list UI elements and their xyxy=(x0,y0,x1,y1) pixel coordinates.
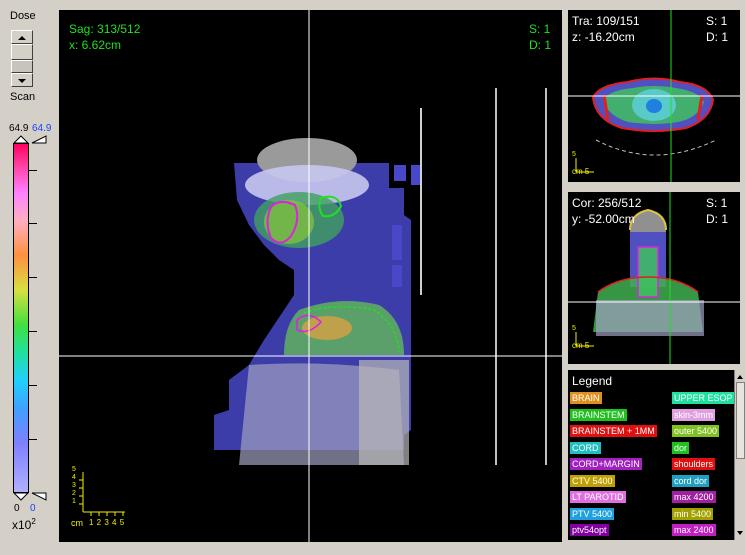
legend-item[interactable]: BRAINSTEM + 1MM xyxy=(570,425,657,437)
min-handle-icon[interactable] xyxy=(12,492,48,502)
legend-item[interactable]: LT PAROTID xyxy=(570,491,626,503)
arrow-up-icon xyxy=(18,36,26,40)
colorbar-tick xyxy=(29,170,37,171)
dose-max-value: 64.9 xyxy=(9,123,29,134)
dose-title: Dose xyxy=(10,10,36,22)
transverse-coord-label: z: -16.20cm xyxy=(572,30,635,44)
sagittal-coord-label: x: 6.62cm xyxy=(69,38,122,52)
transverse-scale-s: 5 xyxy=(572,151,576,158)
dose-max-value-alt: 64.9 xyxy=(32,123,52,134)
legend-item[interactable]: dor xyxy=(672,441,690,454)
coronal-image xyxy=(568,192,740,364)
sagittal-slice-label: Sag: 313/512 xyxy=(69,22,141,36)
coronal-coord-label: y: -52.00cm xyxy=(572,212,635,226)
legend-item[interactable]: ptv54opt xyxy=(570,524,609,536)
scale-unit-label: cm xyxy=(71,518,83,528)
legend-item[interactable]: shoulders xyxy=(672,458,716,470)
legend-item[interactable]: skin-3mm xyxy=(672,408,716,421)
coronal-scale-s: 5 xyxy=(572,325,576,332)
legend-item[interactable]: max 4200 xyxy=(672,491,716,503)
scroll-thumb[interactable] xyxy=(11,44,33,60)
scan-label: Scan xyxy=(10,91,36,103)
legend-item[interactable]: UPPER ESOP xyxy=(672,392,734,404)
legend-item[interactable]: cord dor xyxy=(672,474,710,487)
legend-item[interactable]: BRAINSTEM xyxy=(570,408,627,421)
legend-item[interactable]: CORD xyxy=(570,441,601,454)
dose-min-value-alt: 0 xyxy=(30,503,36,514)
legend-item[interactable]: BRAIN xyxy=(570,392,602,404)
legend-scroll-thumb[interactable] xyxy=(736,382,745,459)
coronal-scale-cm: cm 5 xyxy=(572,341,590,350)
colorbar-tick xyxy=(29,223,37,224)
legend-item[interactable]: CTV 5400 xyxy=(570,474,615,487)
transverse-scale-cm: cm 5 xyxy=(572,167,590,176)
dose-min-value: 0 xyxy=(14,503,20,514)
legend-panel: Legend BRAIN BRAINSTEM BRAINSTEM + 1MM CORD… xyxy=(568,370,734,540)
transverse-image xyxy=(568,10,740,182)
sagittal-image xyxy=(59,10,562,542)
dose-colorbar[interactable] xyxy=(13,143,29,493)
colorbar-tick xyxy=(29,439,37,440)
coronal-slice-label: Cor: 256/512 xyxy=(572,196,642,210)
sagittal-s-label: S: 1 xyxy=(529,22,551,36)
legend-item[interactable]: max 2400 xyxy=(672,524,716,536)
coronal-s-label: S: 1 xyxy=(706,196,728,210)
legend-title: Legend xyxy=(572,374,613,388)
scroll-down-button[interactable] xyxy=(11,73,33,87)
transverse-d-label: D: 1 xyxy=(706,30,729,44)
legend-item[interactable]: min 5400 xyxy=(672,507,714,520)
sagittal-d-label: D: 1 xyxy=(529,38,552,52)
coronal-d-label: D: 1 xyxy=(706,212,729,226)
transverse-s-label: S: 1 xyxy=(706,14,728,28)
legend-item[interactable]: PTV 5400 xyxy=(570,507,615,520)
legend-scrollbar[interactable] xyxy=(734,370,745,540)
arrow-down-icon[interactable] xyxy=(735,528,745,538)
legend-item[interactable]: outer 5400 xyxy=(672,425,720,437)
transverse-slice-label: Tra: 109/151 xyxy=(572,14,640,28)
legend-item[interactable]: CORD+MARGIN xyxy=(570,458,642,470)
colorbar-tick xyxy=(29,331,37,332)
scale-left-labels: 5 4 3 2 1 xyxy=(72,466,76,505)
coronal-view[interactable]: Cor: 256/512 y: -52.00cm S: 1 D: 1 5 cm … xyxy=(568,192,740,364)
transverse-view[interactable]: Tra: 109/151 z: -16.20cm S: 1 D: 1 5 cm … xyxy=(568,10,740,182)
arrow-up-icon[interactable] xyxy=(735,372,745,382)
scroll-up-button[interactable] xyxy=(11,30,33,44)
colorbar-tick xyxy=(29,277,37,278)
sagittal-view[interactable]: Sag: 313/512 x: 6.62cm S: 1 D: 1 5 4 3 2… xyxy=(59,10,562,542)
dose-unit: x102 xyxy=(12,517,36,532)
scroll-track[interactable] xyxy=(11,60,33,73)
colorbar-tick xyxy=(29,385,37,386)
scale-ticks-label: 1 2 3 4 5 xyxy=(89,518,125,527)
arrow-down-icon xyxy=(18,79,26,83)
